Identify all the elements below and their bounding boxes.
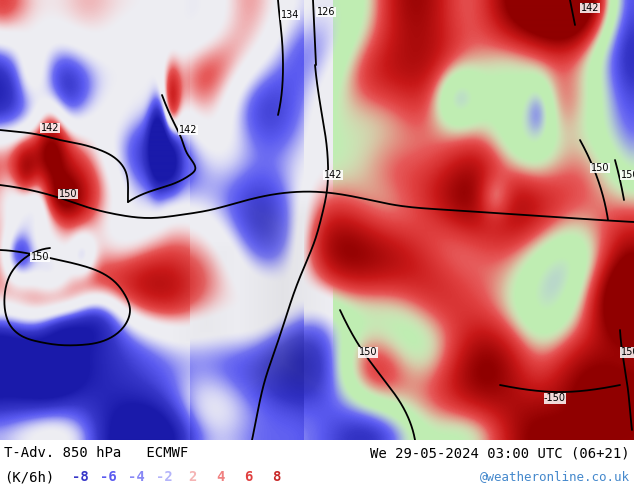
Text: 150: 150 <box>621 347 634 357</box>
Text: -150: -150 <box>544 393 566 403</box>
Text: 6: 6 <box>244 470 252 484</box>
Text: -6: -6 <box>100 470 117 484</box>
Text: -2: -2 <box>155 470 172 484</box>
Text: (K/6h): (K/6h) <box>4 470 55 484</box>
Text: 134: 134 <box>281 10 299 20</box>
Text: 126: 126 <box>317 7 335 17</box>
Text: 8: 8 <box>272 470 280 484</box>
Text: 142: 142 <box>41 123 59 133</box>
Text: @weatheronline.co.uk: @weatheronline.co.uk <box>480 470 630 484</box>
Text: 142: 142 <box>179 125 197 135</box>
Text: 142: 142 <box>581 3 599 13</box>
Text: 2: 2 <box>188 470 196 484</box>
Text: 150: 150 <box>31 252 49 262</box>
Text: 150: 150 <box>621 170 634 180</box>
Text: 150: 150 <box>59 189 77 199</box>
Text: 142: 142 <box>324 170 342 180</box>
Text: -4: -4 <box>127 470 145 484</box>
Text: 150: 150 <box>359 347 377 357</box>
Text: T-Adv. 850 hPa   ECMWF: T-Adv. 850 hPa ECMWF <box>4 446 188 460</box>
Text: 4: 4 <box>216 470 224 484</box>
Text: 150: 150 <box>591 163 609 173</box>
Text: -8: -8 <box>72 470 88 484</box>
Text: We 29-05-2024 03:00 UTC (06+21): We 29-05-2024 03:00 UTC (06+21) <box>370 446 630 460</box>
